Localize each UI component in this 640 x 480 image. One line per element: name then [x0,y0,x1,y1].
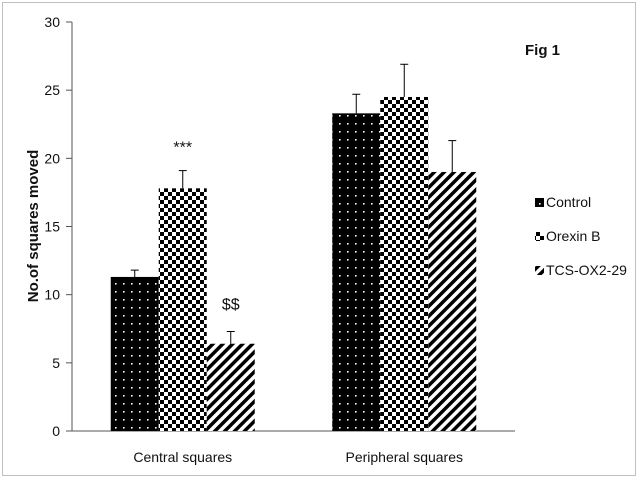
category-label-group: Central squares Peripheral squares [133,449,463,465]
bar-control-0 [110,276,159,431]
category-label: Peripheral squares [345,449,463,465]
legend-label: Orexin B [546,228,600,244]
legend-swatch [535,198,544,207]
bar-control-1 [332,113,381,432]
bar-group [110,96,477,432]
y-tick-label: 30 [44,14,60,30]
bar-tcs-ox2-29-1 [428,171,477,431]
figure-label: Fig 1 [525,42,560,59]
legend-label: Control [546,194,591,210]
y-tick-label: 0 [52,423,60,439]
y-tick-label: 10 [44,287,60,303]
y-tick-label: 25 [44,82,60,98]
legend-swatch [535,232,544,241]
legend: Control Orexin B TCS-OX2-29 [535,194,627,278]
y-tick-label: 5 [52,355,60,371]
significance-annotation: $$ [222,296,240,313]
category-label: Central squares [133,449,232,465]
legend-label: TCS-OX2-29 [546,262,627,278]
y-tick-group: 0 5 10 15 20 25 30 [44,14,72,439]
bar-orexin-b-0 [158,188,207,431]
significance-annotation: *** [173,140,192,157]
y-tick-label: 20 [44,150,60,166]
legend-swatch [535,266,544,275]
y-axis-label: No.of squares moved [25,150,42,303]
figure-frame [2,2,636,476]
error-bar-group [130,63,457,344]
y-tick-label: 15 [44,219,60,235]
bar-orexin-b-1 [380,96,429,431]
annotation-group: *** $$ [173,140,239,314]
bar-tcs-ox2-29-0 [206,343,255,431]
